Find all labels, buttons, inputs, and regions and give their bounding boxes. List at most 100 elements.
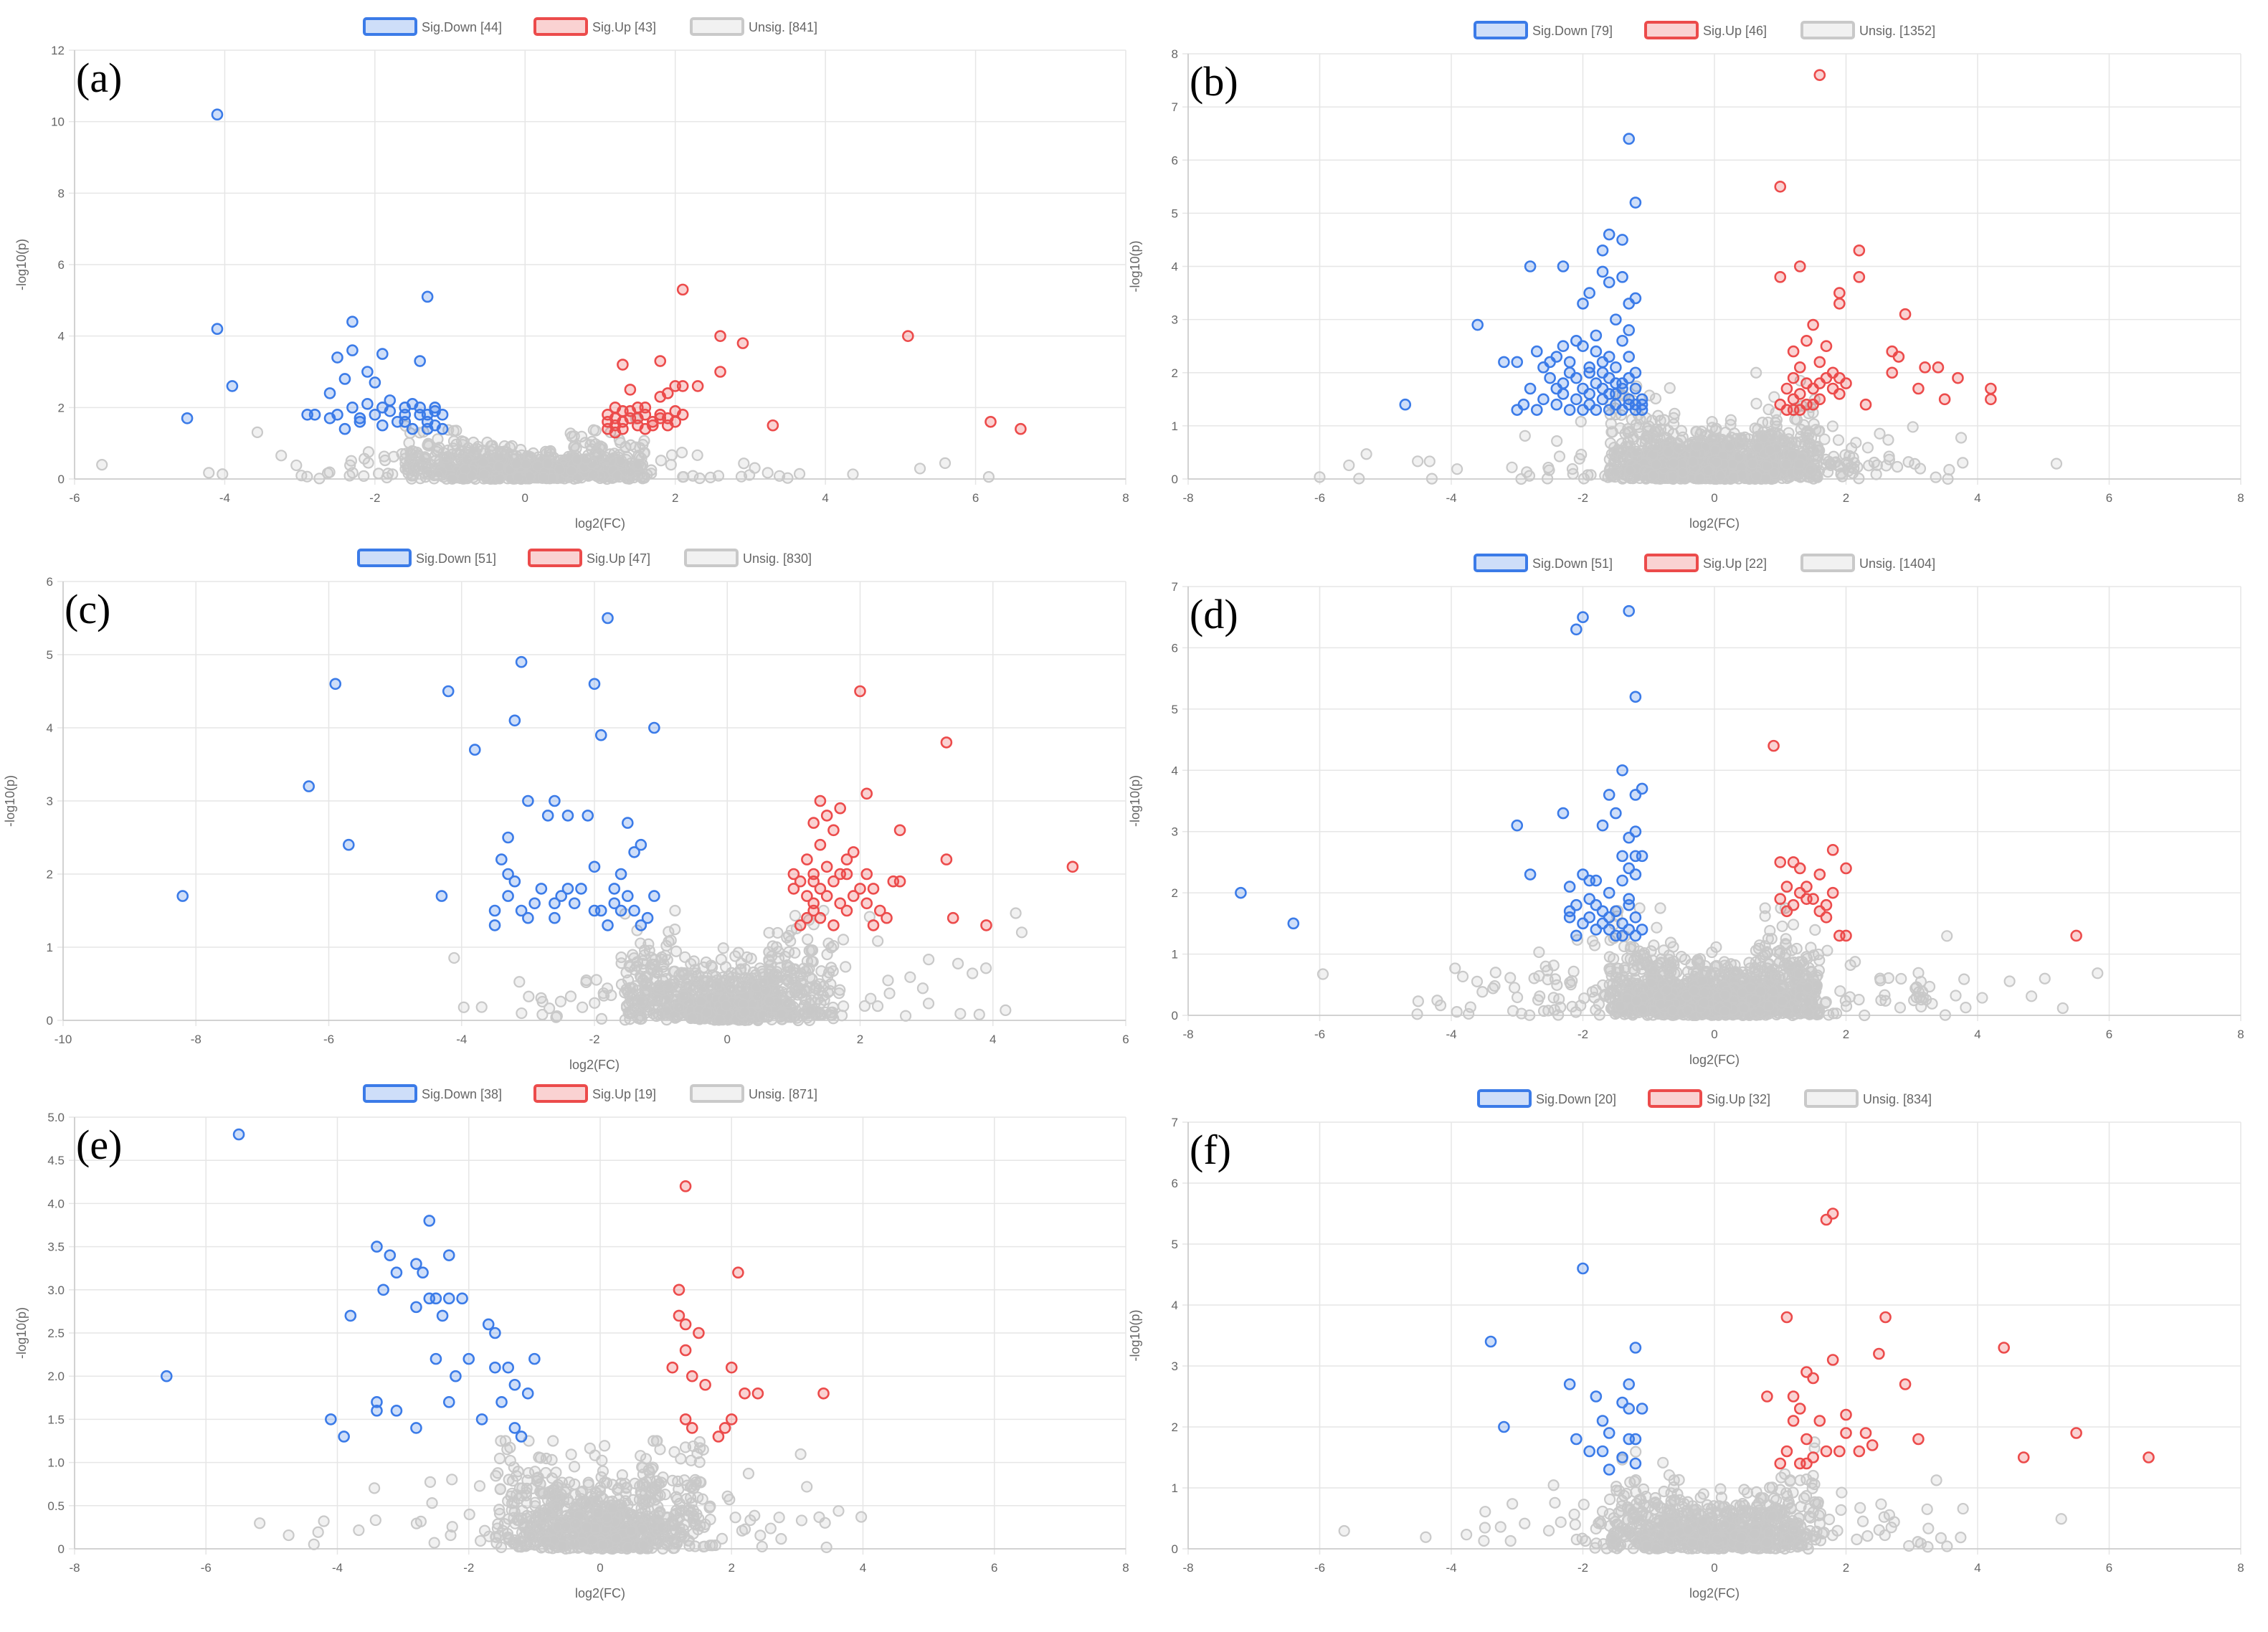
unsig-point (1811, 995, 1823, 1007)
unsig-point (1698, 987, 1711, 999)
unsig-point (1801, 981, 1814, 994)
unsig-point (321, 467, 334, 480)
x-tick-label: -6 (1314, 491, 1325, 505)
down-point (1616, 334, 1628, 347)
unsig-point (580, 453, 592, 465)
up-point (736, 337, 749, 349)
x-tick-label: -8 (1182, 491, 1193, 505)
legend-item-up[interactable]: Sig.Up [47] (528, 549, 650, 567)
unsig-point (593, 449, 605, 462)
up-point (1793, 388, 1806, 400)
down-point (436, 422, 449, 435)
unsig-point (454, 445, 466, 457)
up-point (1780, 382, 1793, 395)
unsig-point (510, 457, 523, 470)
unsig-point (982, 471, 995, 483)
legend-item-unsig[interactable]: Unsig. [1404] (1800, 554, 1935, 572)
down-point (1583, 287, 1595, 299)
unsig-point (1603, 951, 1615, 963)
down-points (1235, 604, 1648, 942)
down-point (436, 408, 449, 421)
y-tick-label: 6 (1172, 641, 1178, 655)
down-point (1603, 228, 1615, 241)
y-axis-title: -log10(p) (3, 775, 17, 827)
down-point (1603, 886, 1615, 899)
unsig-point (1955, 432, 1968, 444)
unsig-point (838, 1000, 850, 1012)
y-tick-label: 1 (47, 941, 53, 954)
legend-item-down[interactable]: Sig.Down [51] (1474, 554, 1613, 572)
legend-item-down[interactable]: Sig.Down [44] (363, 17, 502, 36)
unsig-point (1597, 979, 1609, 992)
unsig-point (635, 1013, 647, 1025)
down-point (1629, 911, 1642, 924)
legend-item-down[interactable]: Sig.Down [51] (357, 549, 496, 567)
up-point (691, 380, 704, 392)
x-axis-title: log2(FC) (1689, 516, 1740, 531)
x-tick-label: 6 (972, 491, 979, 505)
unsig-point (362, 457, 374, 469)
legend-item-up[interactable]: Sig.Up [22] (1644, 554, 1767, 572)
x-tick-label: -6 (1314, 1028, 1325, 1041)
unsig-point (914, 462, 926, 475)
down-point (1610, 388, 1622, 400)
down-point (541, 810, 554, 822)
down-point (1623, 298, 1636, 310)
down-point (1636, 924, 1648, 936)
unsig-point (1609, 466, 1621, 478)
down-point (211, 323, 224, 336)
legend-item-unsig[interactable]: Unsig. [1352] (1800, 21, 1935, 39)
unsig-point (1647, 964, 1659, 976)
legend-item-up[interactable]: Sig.Up [43] (533, 17, 656, 36)
down-point (1557, 260, 1570, 272)
down-point (1524, 260, 1537, 272)
unsig-point (1960, 1002, 1972, 1014)
x-tick-label: -4 (1446, 1028, 1456, 1041)
unsig-point (665, 458, 677, 471)
legend-item-down[interactable]: Sig.Down [79] (1474, 21, 1613, 39)
x-tick-label: 6 (1122, 1033, 1129, 1046)
unsig-point (1930, 471, 1942, 483)
x-tick-label: 6 (2106, 491, 2112, 505)
down-point (1590, 345, 1603, 358)
down-point (226, 380, 239, 392)
unsig-point (1617, 445, 1629, 457)
y-tick-label: 12 (51, 44, 65, 57)
unsig-point (763, 995, 776, 1007)
unsig-point (1724, 419, 1737, 431)
unsig-point (1785, 957, 1797, 969)
legend-label: Sig.Down [51] (416, 551, 496, 566)
unsig-point (1666, 470, 1679, 483)
down-point (1511, 404, 1524, 416)
unsig-point (1894, 1002, 1907, 1014)
legend-label: Sig.Down [51] (1532, 556, 1613, 571)
legend-item-unsig[interactable]: Unsig. [830] (684, 549, 812, 567)
down-point (421, 422, 434, 435)
unsig-point (704, 471, 716, 483)
legend-item-up[interactable]: Sig.Up [46] (1644, 21, 1767, 39)
unsig-point (745, 952, 757, 964)
down-point (329, 678, 342, 691)
unsig-point (635, 995, 647, 1007)
unsig-point (1719, 1005, 1731, 1017)
unsig-point (1723, 440, 1736, 452)
unsig-point (1895, 972, 1907, 985)
unsig-point (1647, 469, 1659, 482)
down-point (622, 817, 634, 829)
unsig-point (1649, 392, 1662, 404)
unsig-point (713, 1013, 726, 1025)
legend-item-unsig[interactable]: Unsig. [841] (690, 17, 817, 36)
up-point (847, 846, 860, 858)
down-point (1577, 611, 1589, 624)
unsig-point (1515, 473, 1527, 485)
x-tick-label: 2 (1843, 1028, 1849, 1041)
unsig-point (448, 952, 460, 964)
down-point (384, 405, 397, 417)
unsig-point (1762, 403, 1775, 416)
unsig-point (1908, 995, 1920, 1007)
panel-b: -8 -6 -4 -2 0 2 4 6 8012345678log2(FC)-log10(p)S… (1128, 21, 2244, 531)
x-tick-label: 8 (2237, 1028, 2244, 1041)
down-point (1616, 929, 1628, 942)
unsig-point (1943, 464, 1955, 476)
unsig-point (1621, 952, 1633, 964)
